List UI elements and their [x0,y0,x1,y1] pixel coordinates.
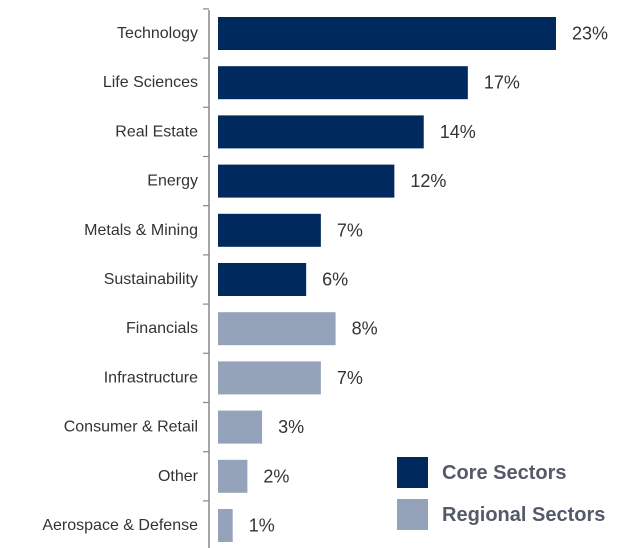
bar [218,312,336,346]
value-label: 2% [263,466,289,486]
category-label: Financials [126,320,198,337]
value-label: 17% [484,73,520,93]
bar [218,164,395,198]
bars-group [218,17,556,542]
bar [218,263,307,296]
category-label: Metals & Mining [84,222,198,239]
bar [218,66,468,100]
category-label: Technology [117,25,198,42]
value-label: 12% [410,171,446,191]
category-label: Energy [147,173,198,190]
bar [218,361,321,395]
legend: Core Sectors Regional Sectors [397,457,605,530]
category-label: Real Estate [115,123,198,140]
category-label: Aerospace & Defense [42,517,198,534]
value-label: 7% [337,220,363,240]
bar [218,213,321,247]
value-label: 14% [440,122,476,142]
bar [218,410,263,444]
bar [218,459,248,493]
category-labels: Technology Life Sciences Real Estate Energy… [42,25,198,534]
value-label: 6% [322,270,348,290]
category-label: Sustainability [104,271,198,288]
value-label: 7% [337,368,363,388]
legend-label: Regional Sectors [442,504,605,526]
category-label: Life Sciences [103,74,198,91]
axis-ticks [203,8,209,502]
value-labels: 23% 17% 14% 12% 7% 6% 8% 7% 3% 2% 1% [249,24,608,536]
bar [218,115,424,149]
category-label: Consumer & Retail [64,419,198,436]
category-label: Infrastructure [104,369,198,386]
value-label: 1% [249,516,275,536]
legend-label: Core Sectors [442,462,567,484]
value-label: 3% [278,417,304,437]
legend-swatch [397,499,428,530]
legend-swatch [397,457,428,488]
value-label: 8% [352,319,378,339]
bar [218,17,556,50]
bar [218,509,233,542]
category-label: Other [158,468,199,485]
value-label: 23% [572,24,608,44]
